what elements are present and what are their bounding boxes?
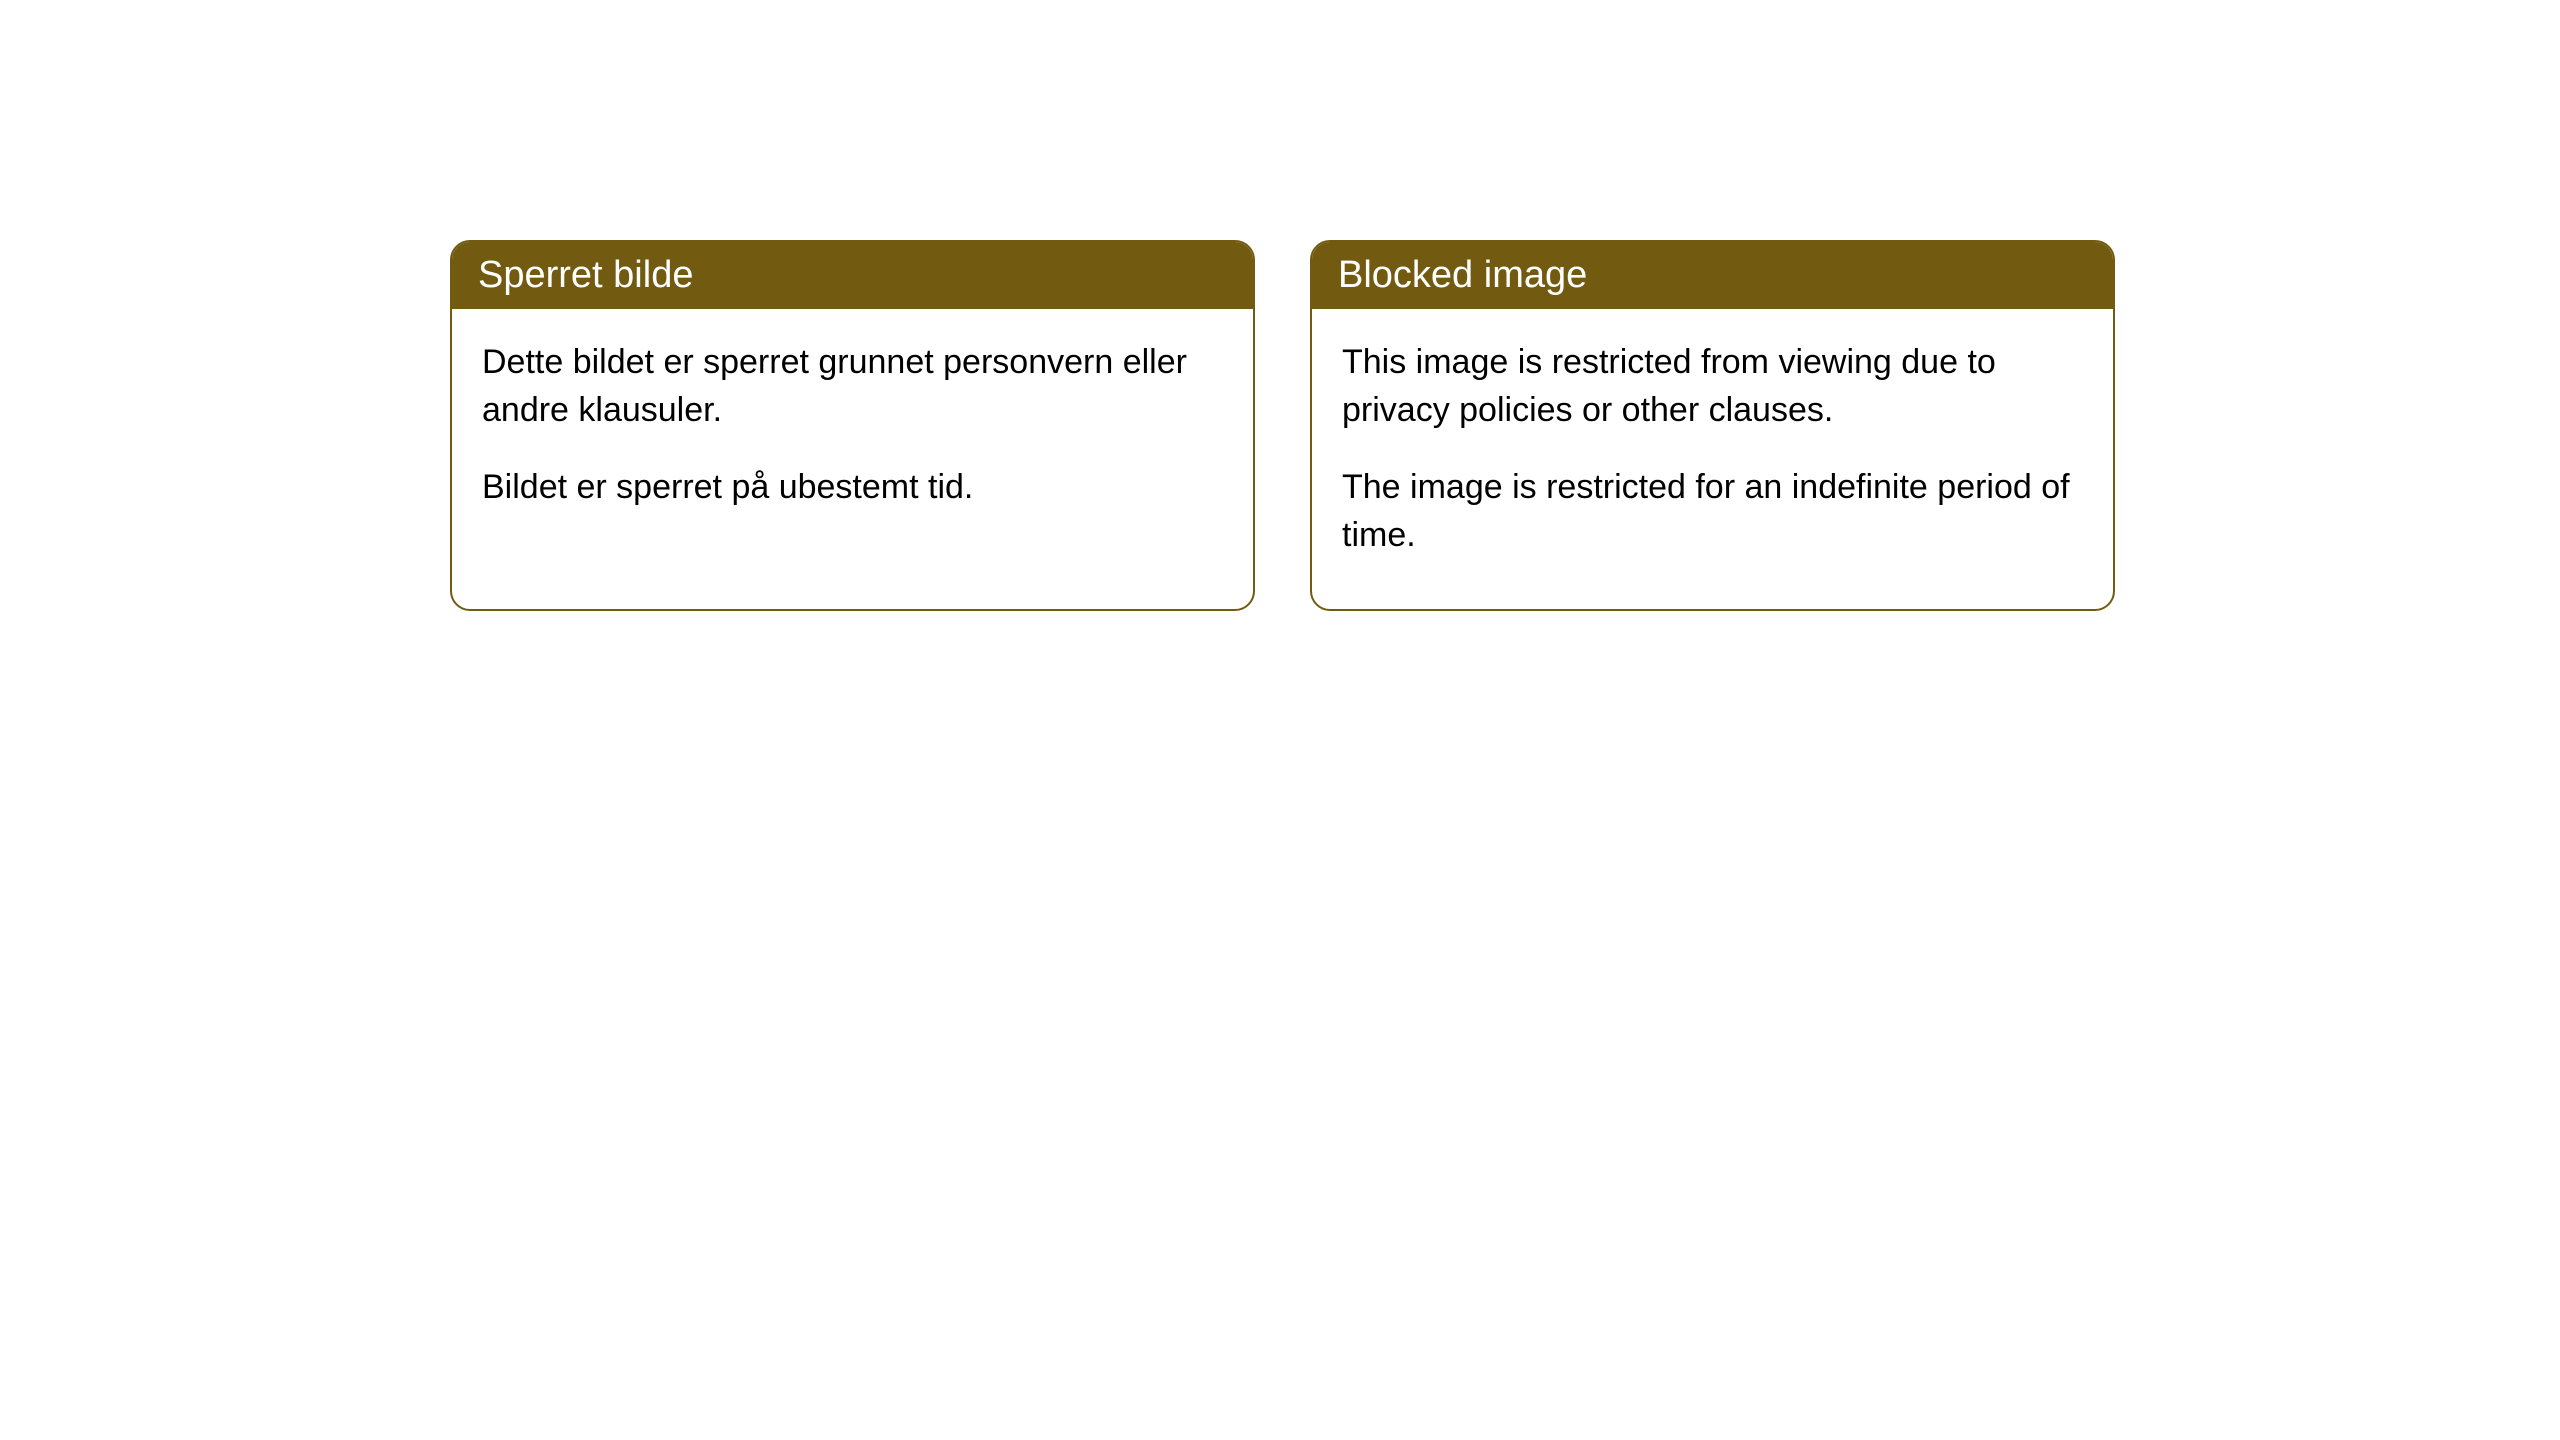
card-title-english: Blocked image <box>1338 254 1587 296</box>
notification-card-english: Blocked image This image is restricted f… <box>1310 240 2115 611</box>
card-body-english: This image is restricted from viewing du… <box>1312 309 2113 609</box>
card-header-english: Blocked image <box>1312 242 2113 309</box>
card-title-norwegian: Sperret bilde <box>478 254 693 296</box>
card-text-2-norwegian: Bildet er sperret på ubestemt tid. <box>482 464 1223 512</box>
card-text-2-english: The image is restricted for an indefinit… <box>1342 464 2083 559</box>
notification-card-norwegian: Sperret bilde Dette bildet er sperret gr… <box>450 240 1255 611</box>
card-text-1-english: This image is restricted from viewing du… <box>1342 339 2083 434</box>
card-body-norwegian: Dette bildet er sperret grunnet personve… <box>452 309 1253 562</box>
notification-container: Sperret bilde Dette bildet er sperret gr… <box>450 240 2115 611</box>
card-header-norwegian: Sperret bilde <box>452 242 1253 309</box>
card-text-1-norwegian: Dette bildet er sperret grunnet personve… <box>482 339 1223 434</box>
